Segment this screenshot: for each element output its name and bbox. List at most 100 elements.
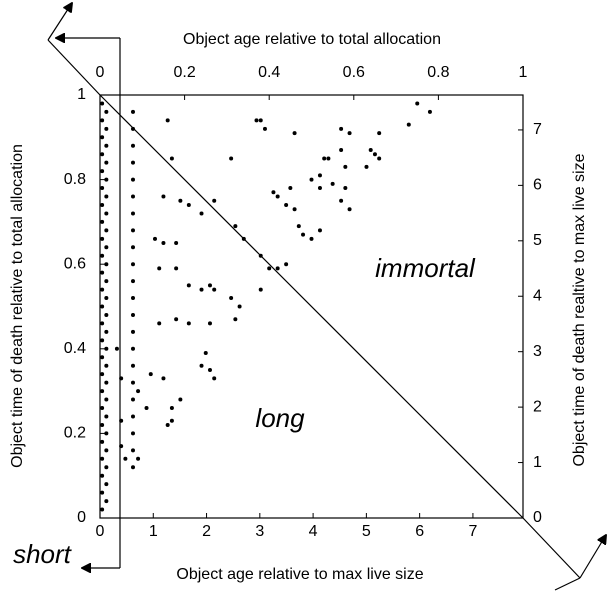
- bottom-axis-label: Object age relative to max live size: [176, 566, 423, 583]
- point: [178, 198, 183, 203]
- x-tick-label: 0: [96, 523, 105, 540]
- point: [347, 207, 352, 212]
- point: [104, 414, 109, 419]
- point: [317, 173, 322, 178]
- point: [174, 317, 179, 322]
- y2-tick-label: 6: [533, 177, 542, 194]
- point: [309, 177, 314, 182]
- point: [130, 414, 135, 419]
- point: [343, 186, 348, 191]
- x2-tick-label: 0: [96, 64, 105, 81]
- arrow: [579, 535, 606, 579]
- top-axis-label: Object age relative to total allocation: [183, 31, 441, 48]
- point: [130, 177, 135, 182]
- point: [100, 304, 105, 309]
- diagonal: [99, 94, 524, 519]
- point: [100, 439, 105, 444]
- point: [377, 156, 382, 161]
- point: [339, 198, 344, 203]
- x-tick-label: 6: [415, 523, 424, 540]
- x-tick-label: 7: [468, 523, 477, 540]
- point: [100, 338, 105, 343]
- decorations: [47, 3, 606, 591]
- point: [233, 224, 238, 229]
- y2-tick-label: 3: [533, 343, 542, 360]
- point: [130, 279, 135, 284]
- plot-frame: [99, 94, 524, 519]
- point: [100, 169, 105, 174]
- point: [237, 304, 242, 309]
- point: [104, 329, 109, 334]
- point: [427, 109, 432, 114]
- point: [368, 147, 373, 152]
- y2-tick-label: 5: [533, 232, 542, 249]
- point: [100, 236, 105, 241]
- point: [309, 236, 314, 241]
- point: [130, 431, 135, 436]
- left-axis-label: Object time of death relative to total a…: [9, 144, 26, 468]
- point: [157, 266, 162, 271]
- x-tick-label: 1: [149, 523, 158, 540]
- point: [241, 236, 246, 241]
- point: [100, 135, 105, 140]
- point: [104, 279, 109, 284]
- point: [301, 232, 306, 237]
- point: [104, 126, 109, 131]
- point: [258, 118, 263, 123]
- point: [104, 177, 109, 182]
- point: [130, 143, 135, 148]
- point: [104, 160, 109, 165]
- point: [130, 380, 135, 385]
- point: [169, 406, 174, 411]
- point: [100, 372, 105, 377]
- point: [100, 186, 105, 191]
- point: [157, 321, 162, 326]
- point: [174, 266, 179, 271]
- point: [174, 241, 179, 246]
- y-tick-label: 0.2: [64, 425, 86, 442]
- point: [292, 207, 297, 212]
- point: [288, 186, 293, 191]
- point: [100, 355, 105, 360]
- point: [343, 164, 348, 169]
- point: [104, 245, 109, 250]
- x2-tick-label: 1: [519, 64, 528, 81]
- x-tick-label: 3: [255, 523, 264, 540]
- point: [212, 287, 217, 292]
- point: [104, 397, 109, 402]
- point: [104, 499, 109, 504]
- point: [100, 456, 105, 461]
- point: [130, 126, 135, 131]
- point: [322, 156, 327, 161]
- y2-tick-label: 1: [533, 454, 542, 471]
- point: [136, 389, 141, 394]
- point: [317, 186, 322, 191]
- point: [406, 122, 411, 127]
- point: [203, 351, 208, 356]
- right-axis-label: Object time of death realtive to max liv…: [571, 153, 588, 466]
- point: [292, 131, 297, 136]
- point: [104, 228, 109, 233]
- point: [130, 160, 135, 165]
- point: [152, 236, 157, 241]
- point: [275, 266, 280, 271]
- y-tick-label: 0: [77, 509, 86, 526]
- point: [100, 118, 105, 123]
- point: [100, 219, 105, 224]
- point: [100, 270, 105, 275]
- point: [104, 143, 109, 148]
- point: [364, 164, 369, 169]
- point: [144, 406, 149, 411]
- point: [100, 253, 105, 258]
- point: [130, 109, 135, 114]
- y-tick-label: 0.8: [64, 171, 86, 188]
- point: [100, 473, 105, 478]
- annotation: long: [255, 403, 305, 433]
- point: [199, 363, 204, 368]
- point: [165, 422, 170, 427]
- point: [104, 296, 109, 301]
- point: [284, 262, 289, 267]
- point: [104, 431, 109, 436]
- point: [100, 152, 105, 157]
